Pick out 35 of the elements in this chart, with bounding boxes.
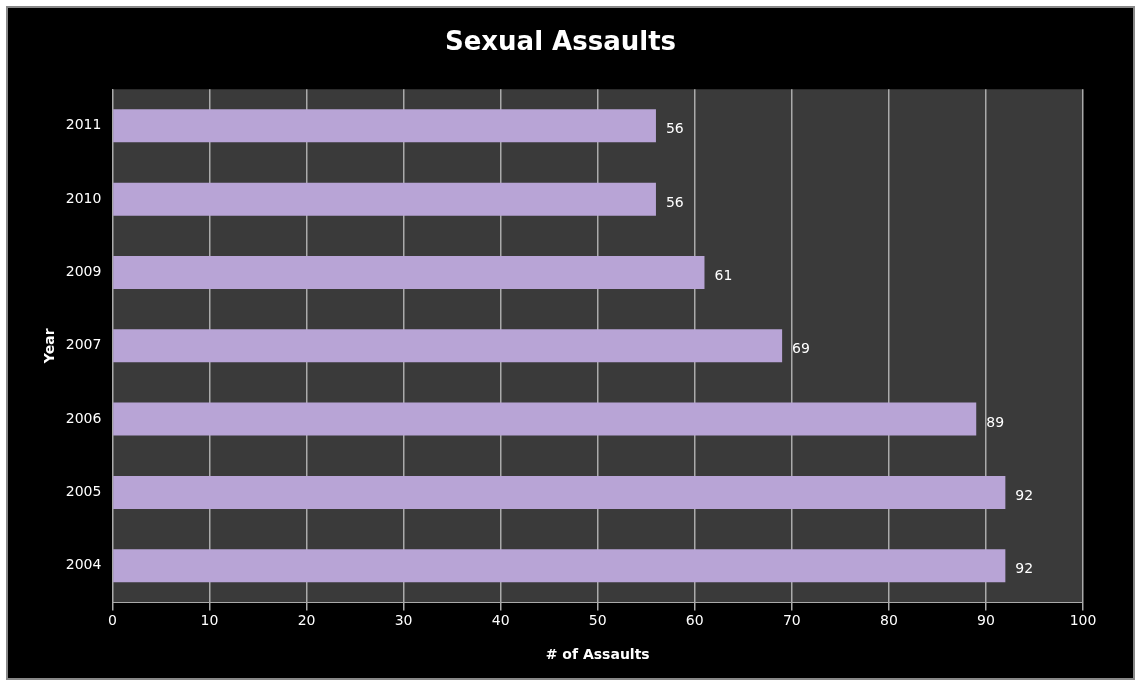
y-tick-label: 2006 (65, 409, 102, 426)
data-label: 56 (665, 193, 684, 210)
x-tick-label: 90 (977, 612, 995, 629)
data-label: 92 (1015, 560, 1034, 577)
x-tick-label: 70 (782, 612, 801, 629)
x-tick-label: 20 (297, 612, 316, 629)
y-axis-title: Year (41, 328, 58, 365)
x-tick-label: 30 (394, 612, 413, 629)
bar (113, 402, 977, 436)
x-tick-label: 50 (588, 612, 607, 629)
x-axis-title: # of Assaults (545, 646, 650, 663)
data-label: 89 (986, 413, 1005, 430)
chart-title: Sexual Assaults (444, 26, 677, 57)
data-label: 92 (1015, 487, 1034, 504)
x-tick-label: 80 (879, 612, 898, 629)
bar (113, 255, 705, 289)
bar (113, 329, 783, 363)
y-tick-label: 2010 (65, 189, 102, 206)
x-tick-label: 60 (685, 612, 704, 629)
y-tick-label: 2005 (65, 483, 102, 500)
y-tick-label: 2011 (65, 116, 102, 133)
y-tick-label: 2007 (65, 336, 102, 353)
data-label: 69 (792, 340, 810, 357)
data-label: 56 (665, 120, 684, 137)
x-tick-label: 100 (1069, 612, 1097, 629)
x-tick-label: 10 (200, 612, 219, 629)
bar (113, 549, 1006, 583)
x-tick-label: 40 (491, 612, 510, 629)
y-tick-label: 2009 (65, 263, 102, 280)
y-tick-label: 2004 (65, 556, 102, 573)
bar (113, 475, 1006, 509)
bar (113, 182, 656, 216)
data-label: 61 (714, 267, 733, 284)
bar (113, 109, 656, 143)
x-tick-label: 0 (107, 612, 117, 629)
